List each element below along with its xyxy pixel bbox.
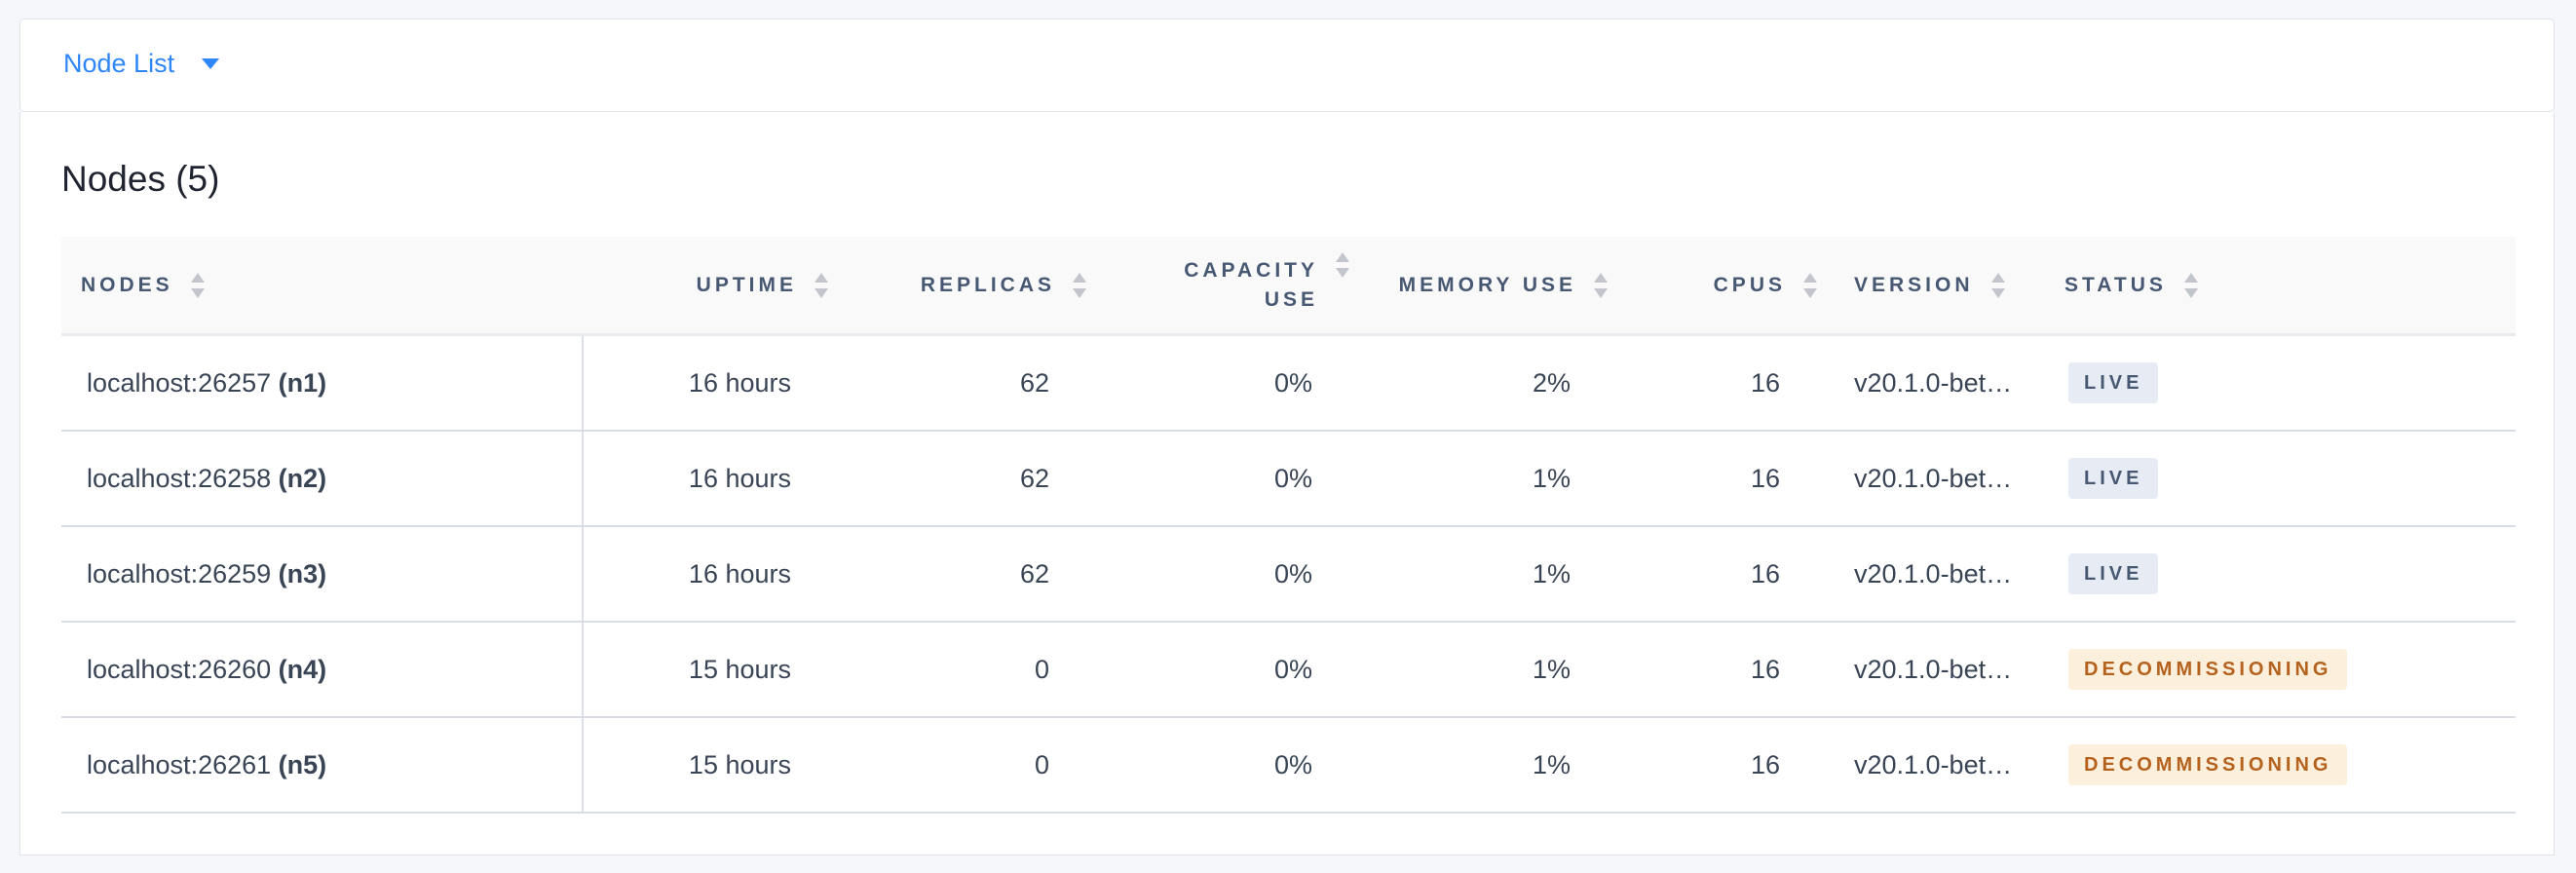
- status-cell: DECOMMISSIONING: [2047, 717, 2516, 814]
- column-header-replicas[interactable]: REPLICAS: [834, 237, 1092, 336]
- node-address[interactable]: localhost:26257: [87, 367, 272, 398]
- table-row[interactable]: localhost:26261 (n5) 15 hours 0 0% 1% 16 v20.1…: [61, 717, 2516, 814]
- sort-icon[interactable]: [1594, 272, 1608, 298]
- node-cell[interactable]: localhost:26257 (n1): [61, 334, 584, 432]
- column-header-cpus[interactable]: CPUS: [1613, 237, 1823, 336]
- node-cell[interactable]: localhost:26260 (n4): [61, 622, 584, 718]
- node-address[interactable]: localhost:26260: [87, 654, 272, 684]
- cpus-cell: 16: [1613, 334, 1823, 432]
- node-cell[interactable]: localhost:26259 (n3): [61, 526, 584, 623]
- node-id: (n3): [278, 558, 327, 588]
- uptime-cell: 15 hours: [583, 717, 834, 814]
- column-label: CPUS: [1713, 273, 1786, 296]
- version-cell: v20.1.0-bet…: [1823, 717, 2047, 814]
- column-header-version[interactable]: VERSION: [1823, 237, 2047, 336]
- replicas-cell: 62: [834, 526, 1092, 623]
- status-cell: LIVE: [2047, 431, 2516, 527]
- column-label-line2: USE: [1264, 287, 1318, 311]
- sort-icon[interactable]: [814, 272, 828, 298]
- capacity-use-cell: 0%: [1092, 717, 1355, 814]
- capacity-use-cell: 0%: [1092, 622, 1355, 718]
- uptime-cell: 15 hours: [583, 622, 834, 718]
- table-header-row: NODES UPTIME REPLICAS CAPACITY USE MEMORY…: [61, 237, 2516, 336]
- column-label-line1: CAPACITY: [1184, 258, 1318, 282]
- column-label: NODES: [81, 273, 173, 296]
- sort-icon[interactable]: [1336, 251, 1349, 278]
- status-badge: LIVE: [2068, 362, 2159, 403]
- memory-use-cell: 1%: [1355, 717, 1613, 814]
- status-badge: LIVE: [2068, 458, 2159, 499]
- caret-down-icon: [202, 58, 220, 69]
- node-address[interactable]: localhost:26259: [87, 558, 272, 588]
- status-badge: DECOMMISSIONING: [2068, 744, 2348, 785]
- table-row[interactable]: localhost:26259 (n3) 16 hours 62 0% 1% 16 v20.…: [61, 526, 2516, 623]
- uptime-cell: 16 hours: [583, 431, 834, 527]
- sort-icon[interactable]: [190, 272, 205, 298]
- node-list-dropdown[interactable]: Node List: [63, 49, 220, 79]
- sort-icon[interactable]: [1073, 272, 1086, 298]
- status-badge: DECOMMISSIONING: [2068, 649, 2348, 690]
- memory-use-cell: 1%: [1355, 526, 1613, 623]
- view-selector-bar: Node List: [19, 19, 2555, 112]
- uptime-cell: 16 hours: [583, 526, 834, 623]
- capacity-use-cell: 0%: [1092, 334, 1355, 432]
- memory-use-cell: 1%: [1355, 431, 1613, 527]
- replicas-cell: 0: [834, 717, 1092, 814]
- cpus-cell: 16: [1613, 526, 1823, 623]
- column-label: STATUS: [2065, 273, 2167, 296]
- column-header-status[interactable]: STATUS: [2047, 237, 2516, 336]
- node-list-label: Node List: [63, 49, 175, 78]
- sort-icon[interactable]: [1990, 272, 2005, 298]
- column-label: VERSION: [1854, 273, 1974, 296]
- column-label: CAPACITY USE: [1184, 256, 1318, 315]
- column-header-memory-use[interactable]: MEMORY USE: [1355, 237, 1613, 336]
- node-id: (n1): [278, 367, 327, 398]
- status-cell: DECOMMISSIONING: [2047, 622, 2516, 718]
- node-id: (n4): [278, 654, 327, 684]
- version-cell: v20.1.0-bet…: [1823, 334, 2047, 432]
- cpus-cell: 16: [1613, 717, 1823, 814]
- replicas-cell: 62: [834, 431, 1092, 527]
- column-label: UPTIME: [696, 273, 797, 296]
- node-address[interactable]: localhost:26261: [87, 749, 272, 779]
- uptime-cell: 16 hours: [583, 334, 834, 432]
- column-label: REPLICAS: [920, 273, 1055, 296]
- version-cell: v20.1.0-bet…: [1823, 622, 2047, 718]
- status-cell: LIVE: [2047, 526, 2516, 623]
- column-header-nodes[interactable]: NODES: [61, 237, 583, 336]
- node-cell[interactable]: localhost:26261 (n5): [61, 717, 584, 814]
- node-id: (n5): [278, 749, 327, 779]
- table-row[interactable]: localhost:26258 (n2) 16 hours 62 0% 1% 16 v20.…: [61, 431, 2516, 527]
- memory-use-cell: 2%: [1355, 334, 1613, 432]
- table-row[interactable]: localhost:26260 (n4) 15 hours 0 0% 1% 16 v20.1…: [61, 622, 2516, 718]
- nodes-table: NODES UPTIME REPLICAS CAPACITY USE MEMORY…: [61, 237, 2516, 814]
- replicas-cell: 0: [834, 622, 1092, 718]
- cpus-cell: 16: [1613, 431, 1823, 527]
- sort-icon[interactable]: [2183, 272, 2198, 298]
- node-id: (n2): [278, 463, 327, 493]
- capacity-use-cell: 0%: [1092, 431, 1355, 527]
- node-cell[interactable]: localhost:26258 (n2): [61, 431, 584, 527]
- cpus-cell: 16: [1613, 622, 1823, 718]
- version-cell: v20.1.0-bet…: [1823, 431, 2047, 527]
- column-header-uptime[interactable]: UPTIME: [583, 237, 834, 336]
- status-badge: LIVE: [2068, 553, 2159, 594]
- column-header-capacity-use[interactable]: CAPACITY USE: [1092, 237, 1355, 336]
- version-cell: v20.1.0-bet…: [1823, 526, 2047, 623]
- column-label: MEMORY USE: [1398, 273, 1576, 296]
- page-title: Nodes (5): [61, 159, 220, 199]
- node-address[interactable]: localhost:26258: [87, 463, 272, 493]
- nodes-panel: Nodes (5) NODES UPTIME REPLICAS CAPACITY…: [19, 112, 2555, 855]
- table-row[interactable]: localhost:26257 (n1) 16 hours 62 0% 2% 16 v20.…: [61, 334, 2516, 432]
- replicas-cell: 62: [834, 334, 1092, 432]
- sort-icon[interactable]: [1803, 272, 1817, 298]
- capacity-use-cell: 0%: [1092, 526, 1355, 623]
- status-cell: LIVE: [2047, 334, 2516, 432]
- memory-use-cell: 1%: [1355, 622, 1613, 718]
